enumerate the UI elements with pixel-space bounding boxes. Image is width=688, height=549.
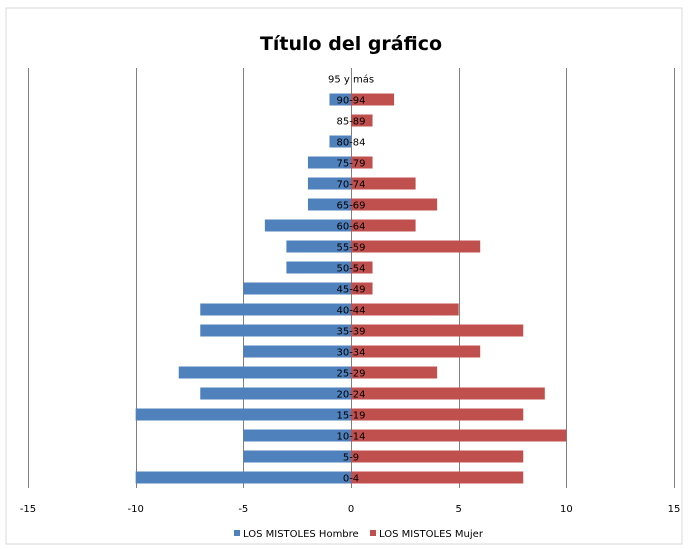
category-label: 10-14 bbox=[336, 432, 365, 443]
category-label: 45-49 bbox=[336, 285, 365, 296]
category-label: 20-24 bbox=[336, 390, 365, 401]
bar-hombre bbox=[264, 219, 351, 232]
bar-hombre bbox=[286, 261, 351, 274]
bar-mujer bbox=[351, 114, 373, 127]
x-tick-label: 5 bbox=[455, 504, 461, 515]
bar-hombre bbox=[243, 345, 351, 358]
x-tick-label: -10 bbox=[127, 504, 143, 515]
bar-mujer bbox=[351, 450, 524, 463]
x-tick-label: -15 bbox=[20, 504, 36, 515]
bar-mujer bbox=[351, 156, 373, 169]
x-tick-label: -5 bbox=[238, 504, 248, 515]
category-label: 0-4 bbox=[343, 474, 359, 485]
bar-hombre bbox=[307, 177, 351, 190]
category-label: 5-9 bbox=[343, 453, 359, 464]
category-label: 90-94 bbox=[336, 96, 365, 107]
bar-hombre bbox=[200, 387, 351, 400]
category-label: 15-19 bbox=[336, 411, 365, 422]
category-label: 80-84 bbox=[336, 138, 365, 149]
bar-mujer bbox=[351, 282, 373, 295]
bar-mujer bbox=[351, 324, 524, 337]
x-tick-label: 0 bbox=[348, 504, 354, 515]
category-label: 35-39 bbox=[336, 327, 365, 338]
category-label: 75-79 bbox=[336, 159, 365, 170]
bar-mujer bbox=[351, 219, 416, 232]
bar-hombre bbox=[178, 366, 351, 379]
bar-mujer bbox=[351, 240, 481, 253]
bar-hombre bbox=[200, 303, 351, 316]
category-label: 30-34 bbox=[336, 348, 365, 359]
category-label: 85-89 bbox=[336, 117, 365, 128]
bar-mujer bbox=[351, 198, 438, 211]
bar-mujer bbox=[351, 303, 459, 316]
bar-mujer bbox=[351, 93, 395, 106]
legend-label: LOS MISTOLES Hombre bbox=[243, 529, 359, 540]
legend-swatch bbox=[234, 530, 240, 536]
chart-area bbox=[5, 7, 683, 545]
bar-hombre bbox=[307, 198, 351, 211]
bar-mujer bbox=[351, 408, 524, 421]
category-label: 50-54 bbox=[336, 264, 365, 275]
category-label: 55-59 bbox=[336, 243, 365, 254]
bar-mujer bbox=[351, 261, 373, 274]
bar-mujer bbox=[351, 471, 524, 484]
bar-hombre bbox=[286, 240, 351, 253]
bar-mujer bbox=[351, 429, 567, 442]
category-label: 60-64 bbox=[336, 222, 365, 233]
category-label: 95 y más bbox=[328, 74, 374, 86]
bar-hombre bbox=[243, 429, 351, 442]
bar-mujer bbox=[351, 387, 545, 400]
legend-label: LOS MISTOLES Mujer bbox=[379, 529, 484, 540]
chart-title: Título del gráfico bbox=[260, 33, 442, 55]
category-label: 65-69 bbox=[336, 201, 365, 212]
bar-mujer bbox=[351, 366, 438, 379]
bar-mujer bbox=[351, 345, 481, 358]
bar-hombre bbox=[135, 471, 351, 484]
category-label: 70-74 bbox=[336, 180, 365, 191]
bar-hombre bbox=[200, 324, 351, 337]
bar-hombre bbox=[329, 135, 351, 148]
bar-hombre bbox=[243, 450, 351, 463]
legend-swatch bbox=[370, 530, 376, 536]
bar-mujer bbox=[351, 177, 416, 190]
category-label: 40-44 bbox=[336, 306, 365, 317]
bar-hombre bbox=[243, 282, 351, 295]
bar-hombre bbox=[307, 156, 351, 169]
x-tick-label: 10 bbox=[560, 504, 573, 515]
bar-hombre bbox=[135, 408, 351, 421]
bar-hombre bbox=[329, 93, 351, 106]
category-label: 25-29 bbox=[336, 369, 365, 380]
x-tick-label: 15 bbox=[668, 504, 681, 515]
